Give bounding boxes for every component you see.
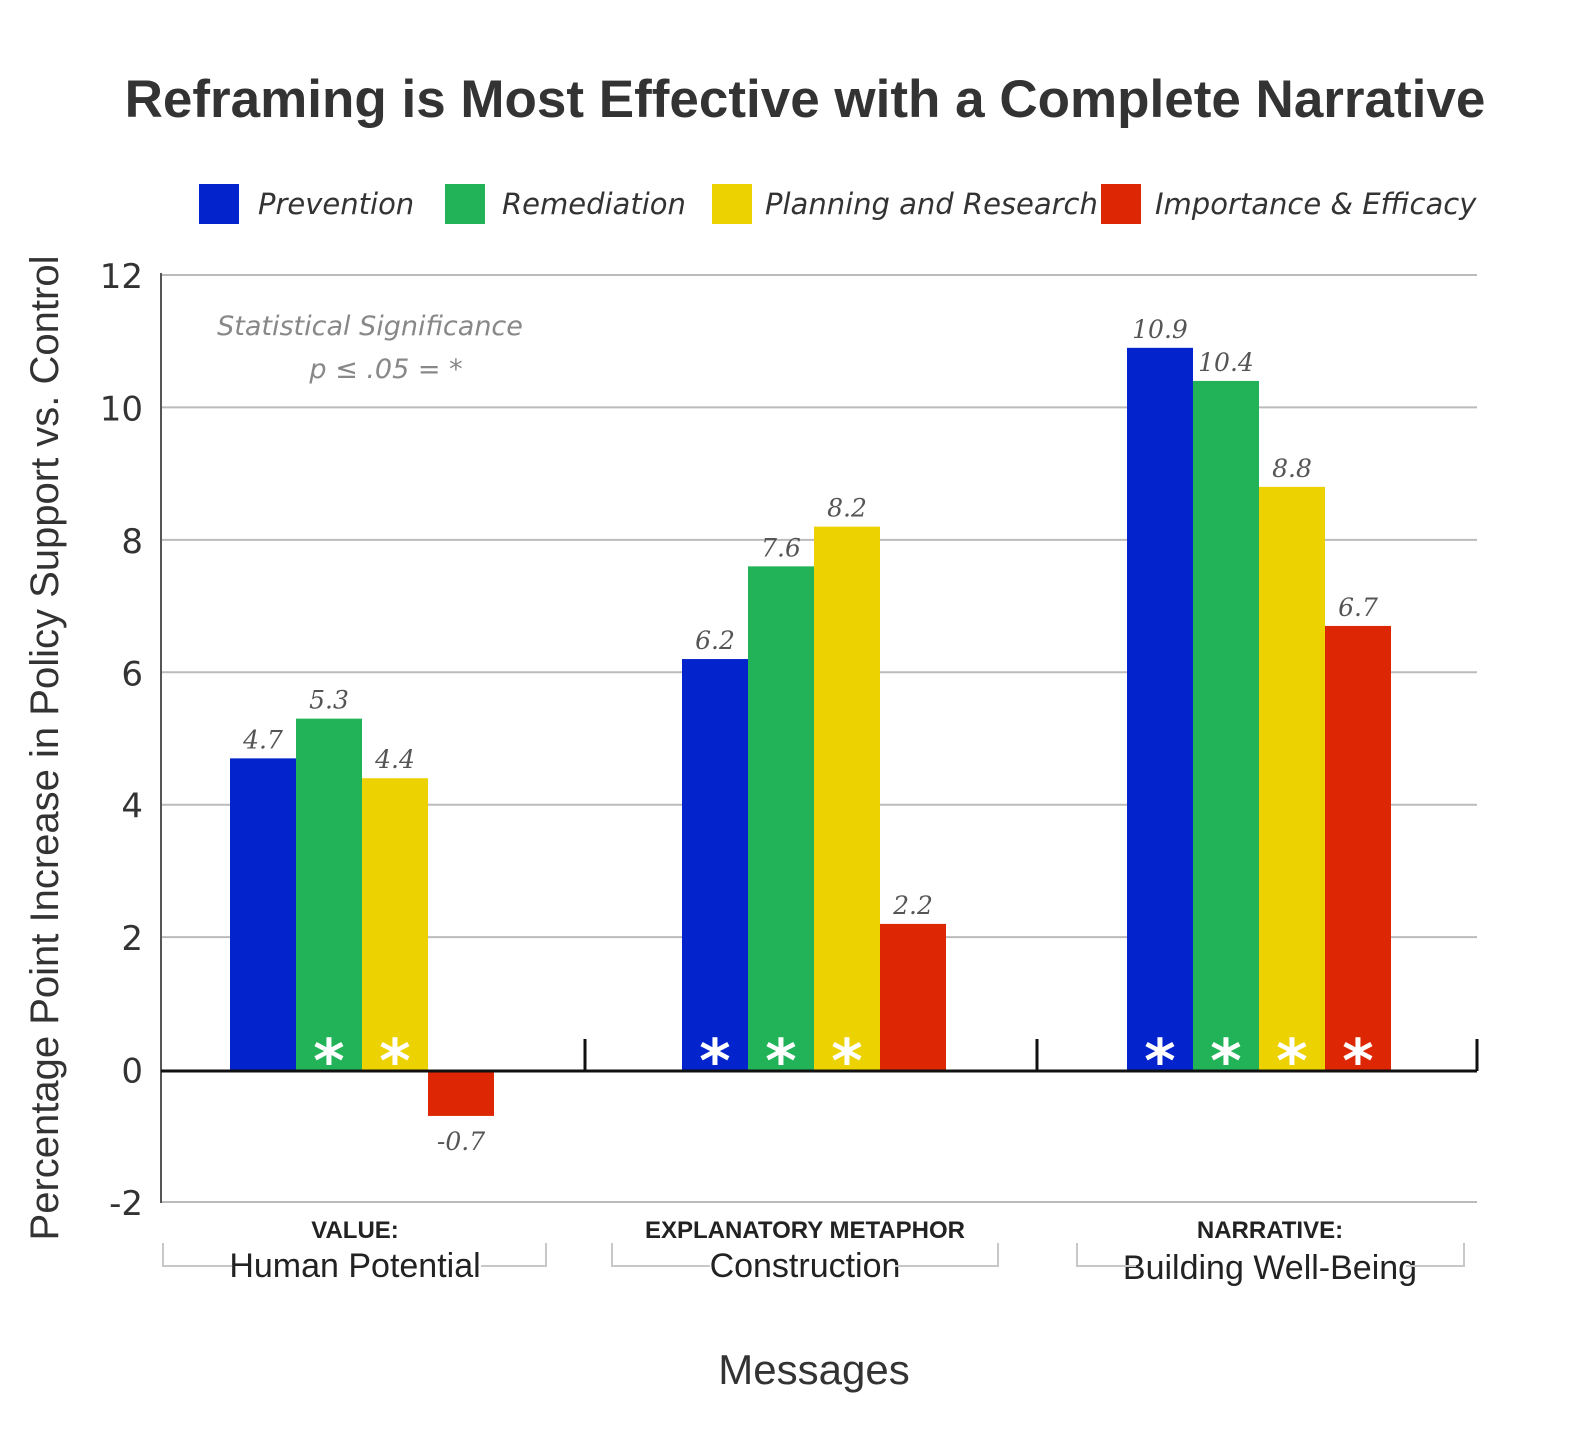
value-labels: 4.7 6.2 10.9 5.3 7.6 10.4 4.4 8.2 8.8 -0.7 2.2 6.7 xyxy=(242,315,1378,1156)
significance-star: * xyxy=(313,1027,344,1097)
x-category-label: Building Well-Being xyxy=(1123,1249,1417,1287)
x-category-label: Construction xyxy=(710,1247,901,1285)
data-label: 6.2 xyxy=(695,626,735,655)
significance-stars: * * * * * * * * * xyxy=(313,1027,1373,1097)
y-tick-label: 0 xyxy=(121,1052,143,1092)
category-bracket xyxy=(611,1243,999,1267)
significance-star: * xyxy=(379,1027,410,1097)
bars xyxy=(230,347,1391,1116)
legend-swatch-prevention xyxy=(199,184,239,224)
legend-swatch-importance-efficacy xyxy=(1101,184,1141,224)
bar-planning-and-research xyxy=(362,778,428,1070)
x-category-kicker: VALUE: xyxy=(311,1217,399,1244)
legend-label-planning-and-research: Planning and Research xyxy=(765,187,1098,221)
bar-planning-and-research xyxy=(814,526,880,1070)
significance-note-line2: p ≤ .05 = * xyxy=(308,354,462,385)
y-tick-label: 2 xyxy=(121,919,143,959)
significance-star: * xyxy=(1144,1027,1175,1097)
axes xyxy=(160,273,1479,1203)
significance-star: * xyxy=(1276,1027,1307,1097)
significance-note-line1: Statistical Significance xyxy=(217,311,523,342)
legend-label-prevention: Prevention xyxy=(258,187,414,221)
data-label: 6.7 xyxy=(1338,593,1378,622)
y-tick-label: 10 xyxy=(100,389,143,429)
data-label: 7.6 xyxy=(761,533,801,562)
y-tick-label: -2 xyxy=(109,1184,143,1224)
legend: Prevention Remediation Planning and Rese… xyxy=(199,184,1477,224)
bar-remediation xyxy=(296,718,362,1070)
x-category-kicker: NARRATIVE: xyxy=(1197,1217,1343,1244)
y-tick-label: 12 xyxy=(100,257,143,297)
significance-star: * xyxy=(699,1027,730,1097)
y-tick-label: 8 xyxy=(121,522,143,562)
significance-star: * xyxy=(1342,1027,1373,1097)
category-bracket xyxy=(162,1243,547,1267)
data-label: 2.2 xyxy=(892,891,933,920)
significance-star: * xyxy=(831,1027,862,1097)
significance-star: * xyxy=(1210,1027,1241,1097)
y-tick-label: 4 xyxy=(121,787,143,827)
bar-prevention xyxy=(682,659,748,1070)
data-label: 8.2 xyxy=(827,494,867,523)
data-label: 4.7 xyxy=(242,725,283,754)
x-category-label: Human Potential xyxy=(229,1247,480,1285)
data-label: 8.8 xyxy=(1272,454,1312,483)
data-label: 5.3 xyxy=(309,686,349,715)
category-bracket xyxy=(1076,1243,1465,1267)
x-category-kicker: EXPLANATORY METAPHOR xyxy=(645,1217,965,1244)
legend-swatch-planning-and-research xyxy=(712,184,752,224)
bar-importance-efficacy xyxy=(1325,625,1391,1070)
legend-swatch-remediation xyxy=(445,184,485,224)
x-axis-title: Messages xyxy=(718,1346,909,1393)
bar-planning-and-research xyxy=(1259,486,1325,1070)
x-category-human-potential: VALUE: Human Potential xyxy=(162,1217,547,1285)
data-label: 10.9 xyxy=(1132,315,1188,344)
y-tick-label: 6 xyxy=(121,654,143,694)
significance-note: Statistical Significance p ≤ .05 = * xyxy=(217,311,523,385)
bar-prevention xyxy=(1127,347,1193,1070)
significance-star: * xyxy=(765,1027,796,1097)
bar-remediation xyxy=(1193,380,1259,1070)
bar-remediation xyxy=(748,566,814,1070)
chart-title: Reframing is Most Effective with a Compl… xyxy=(125,70,1486,129)
bar-importance-efficacy xyxy=(428,1069,494,1116)
x-category-construction: EXPLANATORY METAPHOR Construction xyxy=(611,1217,999,1285)
y-axis-title: Percentage Point Increase in Policy Supp… xyxy=(23,256,67,1241)
data-label: -0.7 xyxy=(437,1127,485,1156)
x-category-building-well-being: NARRATIVE: Building Well-Being xyxy=(1076,1217,1465,1287)
bar-importance-efficacy xyxy=(880,923,946,1070)
data-label: 10.4 xyxy=(1198,348,1254,377)
legend-label-remediation: Remediation xyxy=(502,187,686,221)
bar-prevention xyxy=(230,758,296,1070)
legend-label-importance-efficacy: Importance & Efficacy xyxy=(1155,187,1477,221)
y-axis-ticks: 12 10 8 6 4 2 0 -2 xyxy=(100,257,143,1224)
data-label: 4.4 xyxy=(374,745,415,774)
